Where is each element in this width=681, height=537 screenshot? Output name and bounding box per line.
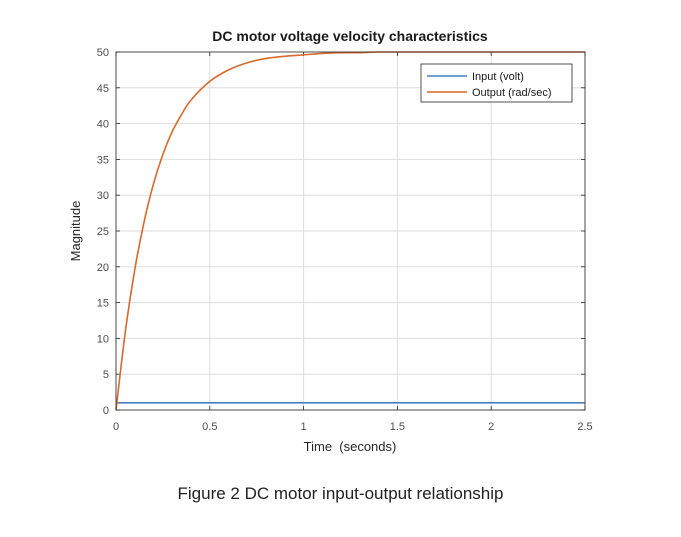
y-tick-label: 50 [97,47,109,59]
y-tick-label: 40 [97,119,109,131]
y-tick-label: 5 [103,369,109,381]
y-tick-label: 20 [97,262,109,274]
x-tick-label: 2.5 [577,421,592,433]
y-tick-label: 15 [97,298,109,310]
x-tick-label: 0.5 [202,421,217,433]
x-tick-label: 1.5 [390,421,405,433]
x-tick-label: 0 [113,421,119,433]
y-tick-label: 45 [97,83,109,95]
x-tick-label: 2 [488,421,494,433]
x-tick-label: 1 [301,421,307,433]
y-tick-label: 35 [97,154,109,166]
y-tick-label: 30 [97,190,109,202]
y-axis-label: Magnitude [68,201,83,262]
y-tick-label: 0 [103,405,109,417]
chart-title: DC motor voltage velocity characteristic… [212,28,488,44]
figure-caption: Figure 2 DC motor input-output relations… [177,484,504,503]
legend-label-output-rad-sec: Output (rad/sec) [472,87,551,99]
legend-label-input-volt: Input (volt) [472,71,524,83]
x-axis-label: Time (seconds) [304,439,397,454]
y-tick-label: 25 [97,226,109,238]
plot-area-frame [115,51,586,411]
y-tick-label: 10 [97,333,109,345]
legend: Input (volt) Output (rad/sec) [420,63,573,103]
legend-box [420,63,573,103]
ticks: 0 0.5 1 1.5 2 2.5 0 5 10 15 20 25 30 35 40 45 50 [97,47,593,433]
